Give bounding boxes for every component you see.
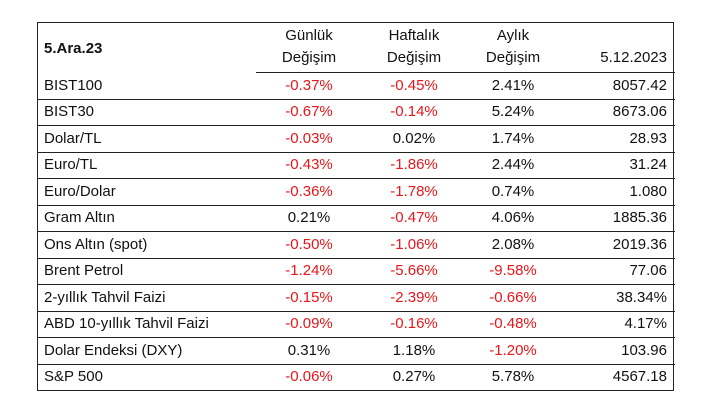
- header-row-2: Değişim Değişim Değişim 5.12.2023: [38, 46, 675, 73]
- instrument-name: Dolar/TL: [38, 125, 256, 153]
- monthly-change: 5.24%: [466, 99, 560, 126]
- table-row: Dolar/TL -0.03% 0.02% 1.74% 28.93: [38, 125, 675, 153]
- header-date: 5.12.2023: [560, 46, 675, 73]
- daily-change: -0.37%: [256, 72, 362, 100]
- weekly-change: -0.47%: [362, 205, 466, 232]
- header-monthly-line1: Aylık: [496, 26, 530, 44]
- table-row: ABD 10-yıllık Tahvil Faizi -0.09% -0.16% -0…: [38, 311, 675, 338]
- close-value: 38.34%: [560, 284, 675, 312]
- table-row: Gram Altın 0.21% -0.47% 4.06% 1885.36: [38, 205, 675, 232]
- weekly-change: -1.06%: [362, 231, 466, 259]
- monthly-change: -1.20%: [466, 337, 560, 365]
- table-header: 5.Ara.23 Günlük Haftalık Aylık Değişim D…: [38, 23, 675, 73]
- instrument-name: 2-yıllık Tahvil Faizi: [38, 284, 256, 312]
- close-value: 4567.18: [612, 368, 667, 386]
- market-summary-table-container: 5.Ara.23 Günlük Haftalık Aylık Değişim D…: [37, 22, 675, 391]
- close-value: 1.080: [560, 178, 675, 206]
- weekly-change: -0.16%: [362, 311, 466, 338]
- close-value: 8057.42: [560, 72, 675, 100]
- instrument-name: Brent Petrol: [38, 258, 256, 285]
- weekly-change: 0.02%: [362, 125, 466, 153]
- header-row-1: 5.Ara.23 Günlük Haftalık Aylık: [38, 23, 675, 57]
- table-row: S&P 500 -0.06% 0.27% 5.78% 4567.18: [38, 364, 675, 390]
- daily-change: -0.15%: [256, 284, 362, 312]
- table-row: 2-yıllık Tahvil Faizi -0.15% -2.39% -0.66% 3…: [38, 284, 675, 312]
- monthly-change: -0.66%: [466, 284, 560, 312]
- market-summary-table: 5.Ara.23 Günlük Haftalık Aylık Değişim D…: [38, 23, 675, 390]
- close-value: 1885.36: [560, 205, 675, 232]
- daily-change: -0.03%: [256, 125, 362, 153]
- daily-change: -0.43%: [256, 152, 362, 179]
- weekly-change: -0.14%: [362, 99, 466, 126]
- monthly-change: 2.08%: [466, 231, 560, 259]
- monthly-change: 2.41%: [466, 72, 560, 100]
- daily-change: 0.21%: [256, 205, 362, 232]
- close-value: 28.93: [560, 125, 675, 153]
- table-row: Euro/TL -0.43% -1.86% 2.44% 31.24: [38, 152, 675, 179]
- table-row: Ons Altın (spot) -0.50% -1.06% 2.08% 2019.36: [38, 231, 675, 259]
- weekly-change: -2.39%: [362, 284, 466, 312]
- instrument-name: ABD 10-yıllık Tahvil Faizi: [38, 311, 256, 338]
- weekly-change: -0.45%: [362, 72, 466, 100]
- instrument-name: S&P 500: [44, 368, 103, 386]
- table-title: 5.Ara.23: [44, 39, 103, 57]
- weekly-change: -1.78%: [362, 178, 466, 206]
- header-daily-line1: Günlük: [285, 26, 333, 44]
- monthly-change: 2.44%: [466, 152, 560, 179]
- header-date-spacer: [560, 23, 675, 46]
- daily-change: -0.36%: [256, 178, 362, 206]
- daily-change: -0.09%: [256, 311, 362, 338]
- monthly-change: -0.48%: [466, 311, 560, 338]
- close-value: 2019.36: [560, 231, 675, 259]
- header-daily-line2: Değişim: [256, 46, 362, 73]
- daily-change: -0.06%: [285, 368, 333, 386]
- weekly-change: 0.27%: [392, 368, 436, 386]
- monthly-change: -9.58%: [466, 258, 560, 285]
- weekly-change: 1.18%: [362, 337, 466, 365]
- table-row: BIST30 -0.67% -0.14% 5.24% 8673.06: [38, 99, 675, 126]
- daily-change: 0.31%: [256, 337, 362, 365]
- header-weekly-line2: Değişim: [362, 46, 466, 73]
- close-value: 31.24: [560, 152, 675, 179]
- daily-change: -0.50%: [256, 231, 362, 259]
- instrument-name: Gram Altın: [38, 205, 256, 232]
- close-value: 4.17%: [560, 311, 675, 338]
- daily-change: -0.67%: [256, 99, 362, 126]
- header-weekly-line1: Haftalık: [388, 26, 440, 44]
- monthly-change: 1.74%: [466, 125, 560, 153]
- table-row: Dolar Endeksi (DXY) 0.31% 1.18% -1.20% 103.9…: [38, 337, 675, 365]
- header-monthly-line2: Değişim: [466, 46, 560, 73]
- daily-change: -1.24%: [256, 258, 362, 285]
- monthly-change: 0.74%: [466, 178, 560, 206]
- close-value: 77.06: [560, 258, 675, 285]
- table-row: Brent Petrol -1.24% -5.66% -9.58% 77.06: [38, 258, 675, 285]
- instrument-name: BIST30: [38, 99, 256, 126]
- instrument-name: Ons Altın (spot): [38, 231, 256, 259]
- monthly-change: 5.78%: [491, 368, 535, 386]
- table-row: BIST100 -0.37% -0.45% 2.41% 8057.42: [38, 72, 675, 100]
- close-value: 103.96: [560, 337, 675, 365]
- instrument-name: BIST100: [38, 72, 256, 100]
- weekly-change: -1.86%: [362, 152, 466, 179]
- instrument-name: Euro/Dolar: [38, 178, 256, 206]
- table-body: BIST100 -0.37% -0.45% 2.41% 8057.42 BIST30 -0.…: [38, 72, 675, 391]
- weekly-change: -5.66%: [362, 258, 466, 285]
- monthly-change: 4.06%: [466, 205, 560, 232]
- close-value: 8673.06: [560, 99, 675, 126]
- instrument-name: Dolar Endeksi (DXY): [38, 337, 256, 365]
- instrument-name: Euro/TL: [38, 152, 256, 179]
- table-row: Euro/Dolar -0.36% -1.78% 0.74% 1.080: [38, 178, 675, 206]
